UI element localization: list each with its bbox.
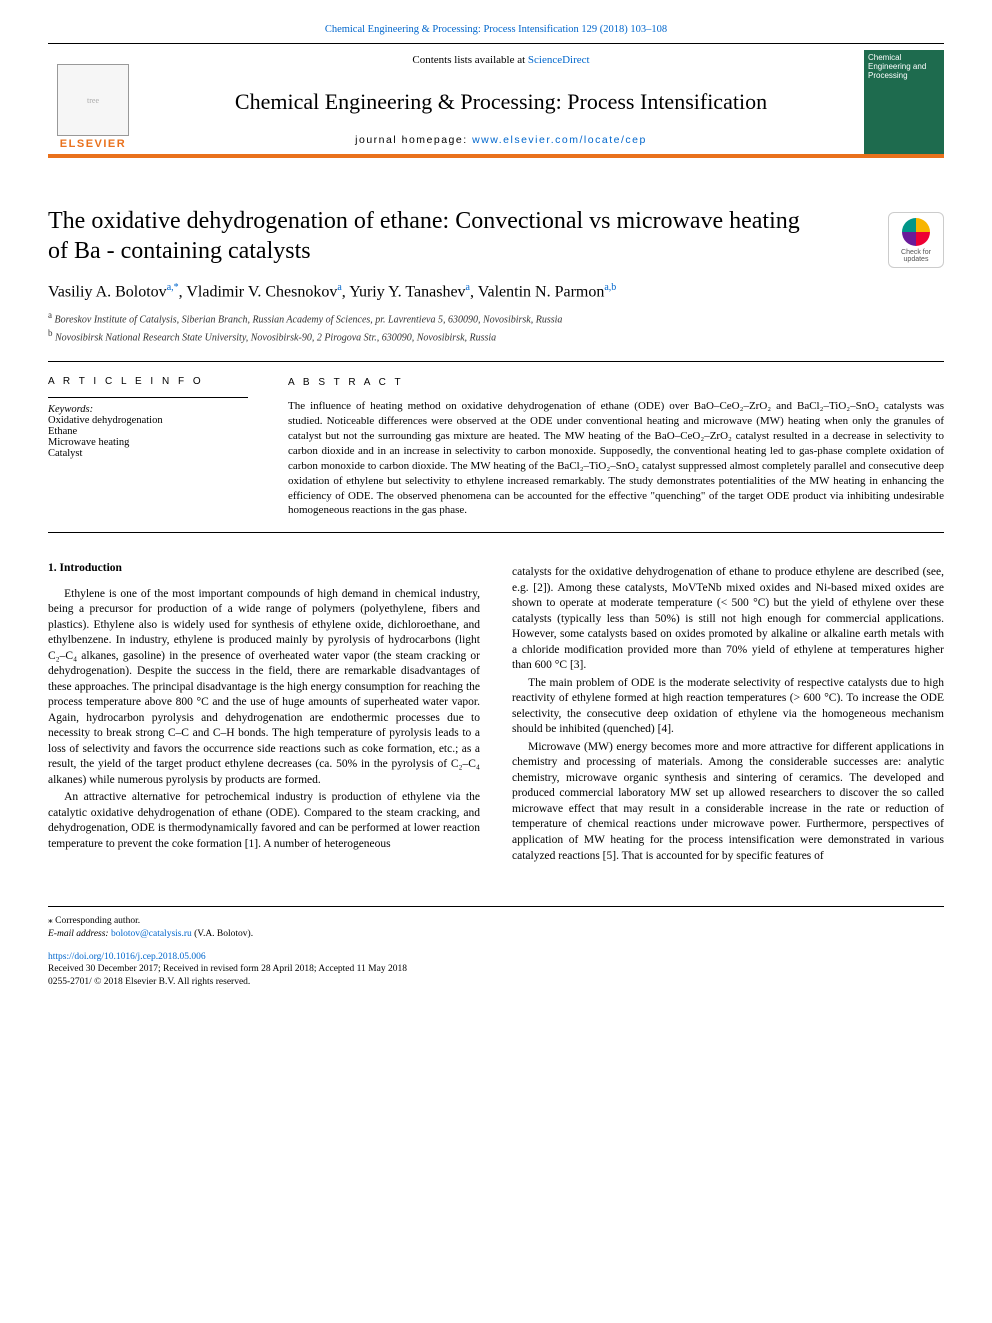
publisher-logo: tree ELSEVIER xyxy=(48,50,138,154)
article-info-head: A R T I C L E I N F O xyxy=(48,376,248,387)
paragraph: Ethylene is one of the most important co… xyxy=(48,587,480,789)
column-right: catalysts for the oxidative dehydrogenat… xyxy=(512,561,944,866)
contents-line: Contents lists available at ScienceDirec… xyxy=(146,54,856,66)
affiliation-b: b Novosibirsk National Research State Un… xyxy=(48,327,944,345)
crossmark-icon xyxy=(902,218,930,246)
journal-reference: Chemical Engineering & Processing: Proce… xyxy=(0,0,992,43)
paragraph: catalysts for the oxidative dehydrogenat… xyxy=(512,565,944,674)
homepage-prefix: journal homepage: xyxy=(355,134,472,146)
journal-header: tree ELSEVIER Contents lists available a… xyxy=(48,43,944,158)
body-columns: 1. Introduction Ethylene is one of the m… xyxy=(48,561,944,866)
affiliation-b-text: Novosibirsk National Research State Univ… xyxy=(55,332,496,343)
corresponding-author: ⁎ Corresponding author. xyxy=(48,915,944,928)
email-label: E-mail address: xyxy=(48,929,111,939)
received-line: Received 30 December 2017; Received in r… xyxy=(48,963,944,976)
header-center: Contents lists available at ScienceDirec… xyxy=(138,50,864,154)
journal-homepage: journal homepage: www.elsevier.com/locat… xyxy=(146,134,856,146)
article-info: A R T I C L E I N F O Keywords: Oxidativ… xyxy=(48,376,248,518)
email-line: E-mail address: bolotov@catalysis.ru (V.… xyxy=(48,928,944,941)
abstract-head: A B S T R A C T xyxy=(288,376,944,390)
divider xyxy=(48,397,248,398)
info-abstract-row: A R T I C L E I N F O Keywords: Oxidativ… xyxy=(48,361,944,533)
keyword: Microwave heating xyxy=(48,437,248,448)
email-suffix: (V.A. Bolotov). xyxy=(192,929,253,939)
elsevier-tree-icon: tree xyxy=(57,64,129,136)
copyright-line: 0255-2701/ © 2018 Elsevier B.V. All righ… xyxy=(48,976,944,989)
affiliations: a Boreskov Institute of Catalysis, Siber… xyxy=(48,309,944,345)
doi-link[interactable]: https://doi.org/10.1016/j.cep.2018.05.00… xyxy=(48,952,206,962)
affiliation-a-text: Boreskov Institute of Catalysis, Siberia… xyxy=(55,315,563,326)
journal-cover-thumb: Chemical Engineering and Processing xyxy=(864,50,944,154)
keyword: Catalyst xyxy=(48,448,248,459)
contents-prefix: Contents lists available at xyxy=(412,54,527,66)
homepage-link[interactable]: www.elsevier.com/locate/cep xyxy=(472,134,647,146)
abstract-text: The influence of heating method on oxida… xyxy=(288,399,944,518)
paragraph: The main problem of ODE is the moderate … xyxy=(512,676,944,738)
doi-line: https://doi.org/10.1016/j.cep.2018.05.00… xyxy=(48,951,944,964)
article-title: The oxidative dehydrogenation of ethane:… xyxy=(48,206,944,266)
paragraph: Microwave (MW) energy becomes more and m… xyxy=(512,740,944,864)
publisher-name: ELSEVIER xyxy=(60,138,126,150)
column-left: 1. Introduction Ethylene is one of the m… xyxy=(48,561,480,866)
keyword: Oxidative dehydrogenation xyxy=(48,415,248,426)
email-link[interactable]: bolotov@catalysis.ru xyxy=(111,929,192,939)
paragraph: An attractive alternative for petrochemi… xyxy=(48,790,480,852)
section-1-head: 1. Introduction xyxy=(48,561,480,577)
keyword: Ethane xyxy=(48,426,248,437)
abstract: A B S T R A C T The influence of heating… xyxy=(288,376,944,518)
footer: ⁎ Corresponding author. E-mail address: … xyxy=(48,906,944,989)
check-updates-label: Check for updates xyxy=(889,249,943,263)
authors-line: Vasiliy A. Bolotova,*, Vladimir V. Chesn… xyxy=(48,282,944,301)
journal-title: Chemical Engineering & Processing: Proce… xyxy=(146,89,856,115)
keywords-label: Keywords: xyxy=(48,404,93,415)
affiliation-a: a Boreskov Institute of Catalysis, Siber… xyxy=(48,309,944,327)
journal-reference-link[interactable]: Chemical Engineering & Processing: Proce… xyxy=(325,24,667,35)
check-for-updates-button[interactable]: Check for updates xyxy=(888,212,944,268)
sciencedirect-link[interactable]: ScienceDirect xyxy=(528,54,590,66)
